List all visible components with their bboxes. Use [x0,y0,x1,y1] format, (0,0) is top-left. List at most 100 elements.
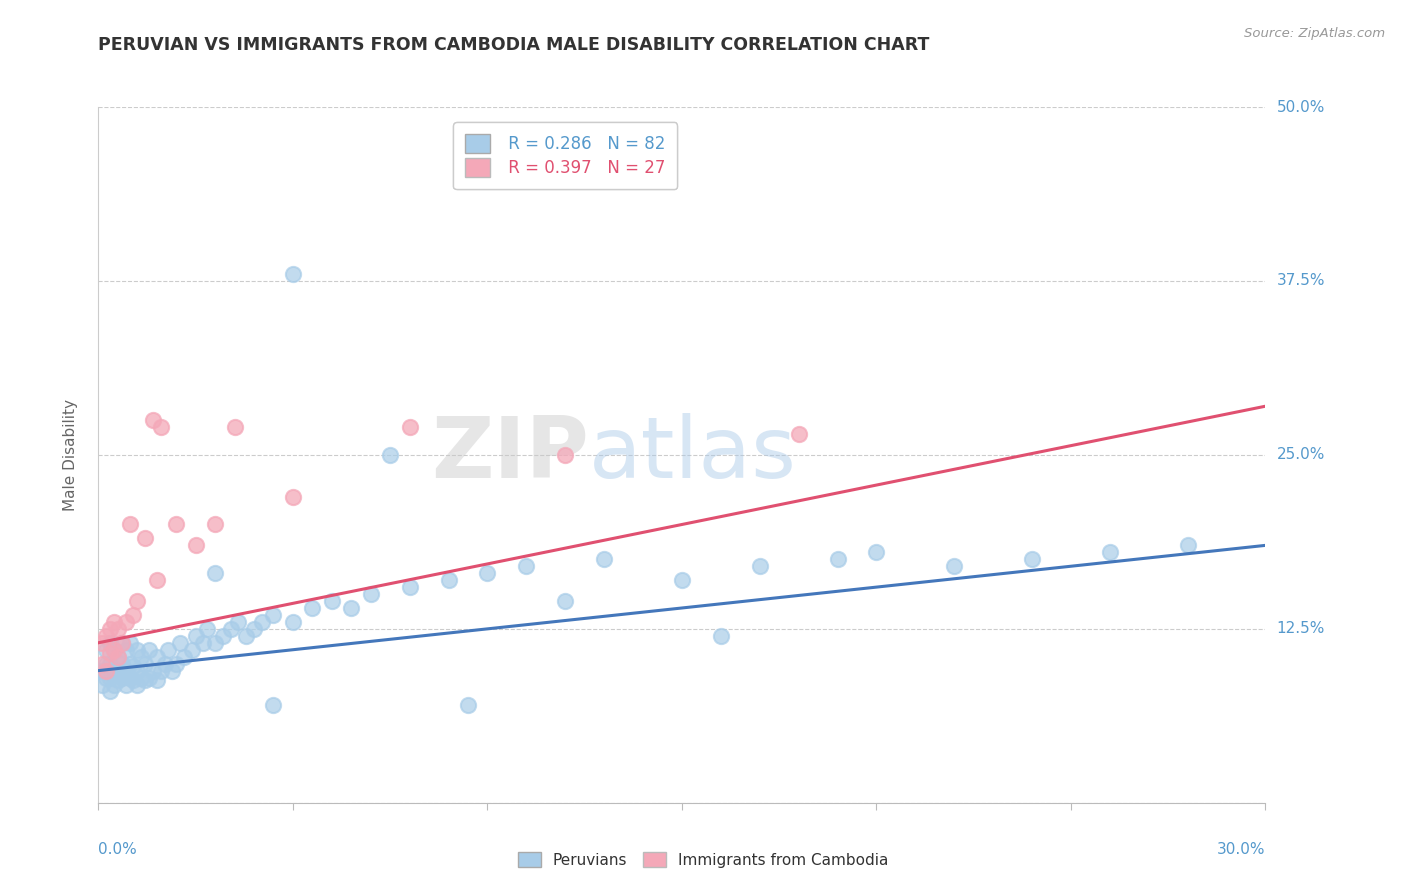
Point [129,649,152,664]
Point [122,673,145,688]
Point [98,671,121,685]
Point [340,601,363,615]
Point [96,657,118,671]
Point [91,677,114,691]
Point [281,490,304,504]
Point [173,649,195,664]
Point [91,636,114,650]
Point [111,671,134,685]
Point [378,448,402,462]
Point [554,594,576,608]
Point [103,615,125,629]
Point [748,559,770,574]
Point [98,636,121,650]
Point [98,622,121,636]
Point [127,677,149,691]
Point [515,559,537,574]
Point [107,649,129,664]
Point [111,636,134,650]
Point [98,646,121,660]
Point [118,517,141,532]
Point [103,642,125,657]
Point [360,587,382,601]
Point [118,636,141,650]
Point [827,552,849,566]
Point [165,517,187,532]
Point [146,573,169,587]
Point [157,642,180,657]
Point [787,427,810,442]
Point [1021,552,1043,566]
Text: 37.5%: 37.5% [1277,274,1324,288]
Point [149,664,172,678]
Point [262,698,284,713]
Point [149,420,172,434]
Point [114,677,136,691]
Point [111,636,134,650]
Point [142,664,165,678]
Text: 30.0%: 30.0% [1218,842,1265,856]
Point [943,559,966,574]
Point [146,673,169,688]
Point [243,622,266,636]
Point [865,545,887,559]
Point [593,552,616,566]
Point [134,657,156,671]
Point [281,615,304,629]
Point [250,615,273,629]
Point [281,267,304,281]
Point [165,657,187,671]
Point [321,594,343,608]
Point [204,636,226,650]
Point [204,566,226,581]
Point [554,448,576,462]
Text: atlas: atlas [589,413,797,497]
Point [96,629,118,643]
Point [96,664,118,678]
Point [204,517,226,532]
Point [193,636,215,650]
Text: 12.5%: 12.5% [1277,622,1324,636]
Point [184,538,207,552]
Y-axis label: Male Disability: Male Disability [63,399,77,511]
Point [228,615,250,629]
Point [212,629,235,643]
Point [91,657,114,671]
Point [219,622,242,636]
Text: ZIP: ZIP [430,413,589,497]
Point [169,636,191,650]
Point [1177,538,1199,552]
Point [477,566,499,581]
Point [138,642,160,657]
Text: 0.0%: 0.0% [98,842,138,856]
Point [129,671,152,685]
Point [398,580,420,594]
Point [671,573,693,587]
Point [96,671,118,685]
Point [98,684,121,698]
Text: PERUVIAN VS IMMIGRANTS FROM CAMBODIA MALE DISABILITY CORRELATION CHART: PERUVIAN VS IMMIGRANTS FROM CAMBODIA MAL… [98,36,929,54]
Point [127,664,149,678]
Point [127,642,149,657]
Point [98,657,121,671]
Point [162,664,184,678]
Point [107,673,129,688]
Point [134,673,156,688]
Point [195,622,218,636]
Point [710,629,733,643]
Point [457,698,479,713]
Point [142,413,165,427]
Point [114,642,136,657]
Point [301,601,323,615]
Point [224,420,246,434]
Point [122,607,145,622]
Point [103,677,125,691]
Point [398,420,420,434]
Point [235,629,257,643]
Text: 25.0%: 25.0% [1277,448,1324,462]
Point [107,622,129,636]
Point [437,573,460,587]
Legend:  R = 0.286   N = 82,  R = 0.397   N = 27: R = 0.286 N = 82, R = 0.397 N = 27 [453,122,678,189]
Point [122,659,145,673]
Point [127,594,149,608]
